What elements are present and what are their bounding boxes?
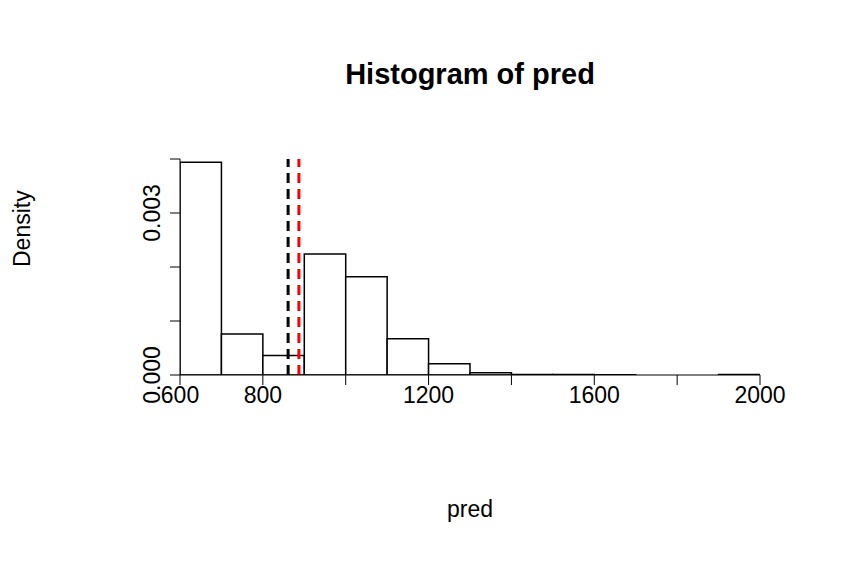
svg-text:2000: 2000 xyxy=(734,382,785,408)
svg-text:800: 800 xyxy=(244,382,282,408)
html-text:Histogram of pred: Histogram of pred xyxy=(345,58,595,90)
svg-text:Density: Density xyxy=(9,190,35,267)
svg-text:pred: pred xyxy=(447,496,493,522)
svg-text:0.003: 0.003 xyxy=(139,184,165,242)
svg-text:1600: 1600 xyxy=(569,382,620,408)
svg-text:0.000: 0.000 xyxy=(139,346,165,404)
svg-text:1200: 1200 xyxy=(403,382,454,408)
svg-text:600: 600 xyxy=(161,382,199,408)
